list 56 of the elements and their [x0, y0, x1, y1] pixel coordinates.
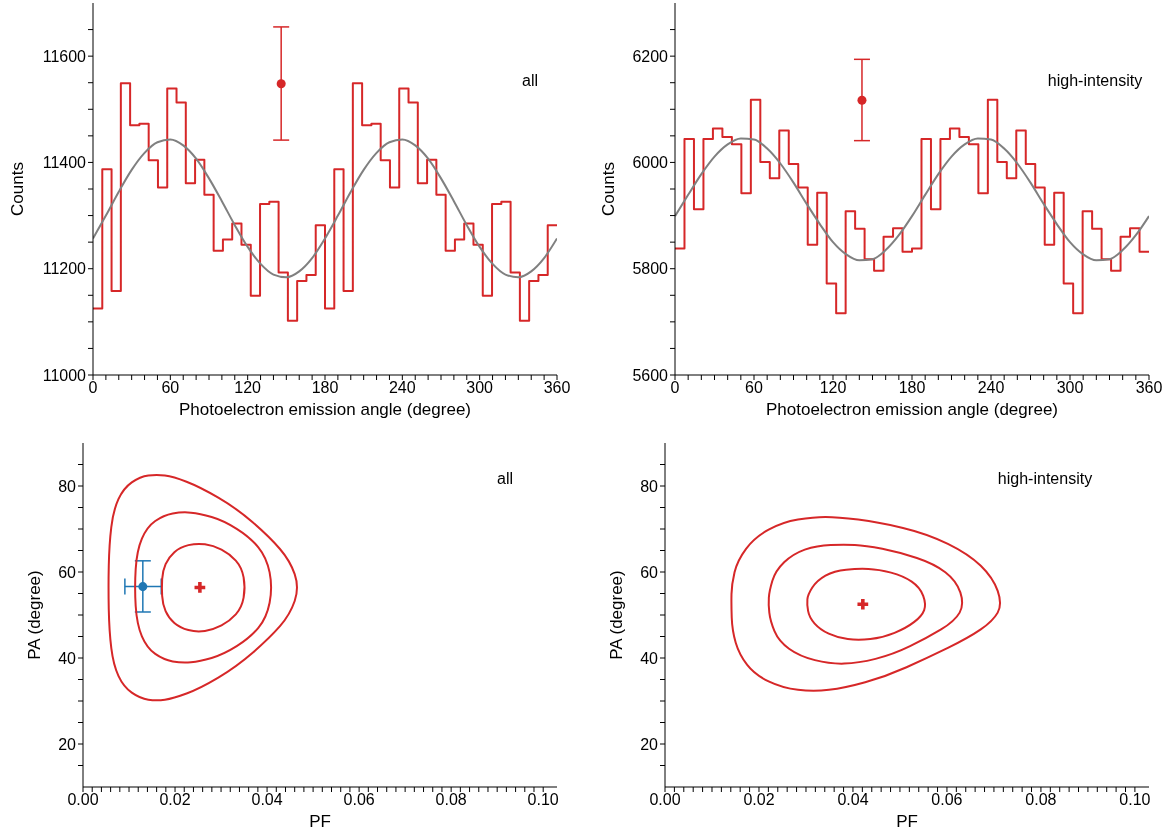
x-tick-label: 0.06 — [343, 791, 375, 809]
x-tick-label: 0.08 — [435, 791, 467, 809]
annotation: high-intensity — [1047, 72, 1143, 90]
y-tick-label: 5800 — [632, 260, 669, 278]
x-axis-title: Photoelectron emission angle (degree) — [765, 400, 1059, 419]
y-tick-label: 11200 — [42, 260, 87, 278]
annotation: all — [521, 72, 539, 90]
y-tick-label: 11400 — [42, 154, 87, 172]
x-tick-label: 300 — [466, 379, 494, 397]
x-tick-label: 120 — [819, 379, 847, 397]
x-tick-label: 0.08 — [1025, 791, 1057, 809]
x-tick-label: 0 — [88, 379, 98, 397]
y-tick-label: 80 — [640, 477, 659, 495]
y-axis-title: PA (degree) — [607, 570, 627, 660]
x-tick-label: 240 — [977, 379, 1005, 397]
x-axis-title: PF — [309, 812, 331, 831]
y-axis-title: Counts — [8, 162, 28, 216]
y-tick-label: 40 — [640, 649, 659, 667]
annotation: all — [496, 470, 514, 488]
x-tick-label: 0.00 — [67, 791, 99, 809]
x-axis-title: Photoelectron emission angle (degree) — [178, 400, 472, 419]
x-tick-label: 180 — [898, 379, 926, 397]
y-axis-title: Counts — [599, 162, 619, 216]
y-tick-label: 11600 — [42, 47, 87, 65]
x-tick-label: 360 — [1135, 379, 1163, 397]
line-series — [93, 138, 557, 279]
y-tick-label: 6000 — [632, 154, 669, 172]
x-tick-label: 0.06 — [931, 791, 963, 809]
y-tick-label: 60 — [58, 563, 77, 581]
y-tick-label: 11000 — [42, 366, 87, 384]
x-tick-label: 60 — [745, 379, 763, 397]
y-tick-label: 20 — [58, 735, 77, 753]
y-tick-label: 80 — [58, 477, 77, 495]
y-tick-label: 20 — [640, 735, 659, 753]
y-tick-label: 40 — [58, 649, 77, 667]
y-tick-label: 6200 — [632, 47, 669, 65]
x-axis-title: PF — [896, 812, 918, 831]
x-tick-label: 120 — [234, 379, 262, 397]
y-tick-label: 5600 — [632, 366, 669, 384]
x-tick-label: 0 — [670, 379, 680, 397]
x-tick-label: 0.04 — [837, 791, 869, 809]
x-tick-label: 0.04 — [251, 791, 283, 809]
x-tick-label: 60 — [161, 379, 180, 397]
x-tick-label: 0.10 — [527, 791, 559, 809]
x-tick-label: 240 — [388, 379, 416, 397]
x-tick-label: 0.00 — [649, 791, 681, 809]
line-series — [675, 137, 1149, 262]
x-tick-label: 0.02 — [159, 791, 191, 809]
x-tick-label: 0.02 — [743, 791, 775, 809]
y-tick-label: 60 — [640, 563, 659, 581]
x-tick-label: 360 — [543, 379, 571, 397]
annotation: high-intensity — [997, 470, 1093, 488]
x-tick-label: 180 — [311, 379, 339, 397]
x-tick-label: 0.10 — [1119, 791, 1151, 809]
y-axis-title: PA (degree) — [25, 570, 45, 660]
x-tick-label: 300 — [1056, 379, 1084, 397]
